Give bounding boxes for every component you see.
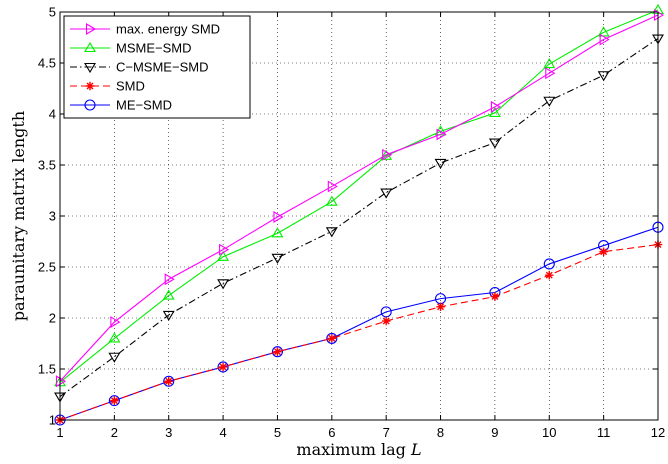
data-point (273, 347, 282, 356)
data-point (436, 302, 445, 312)
data-point (599, 247, 608, 256)
data-point (55, 375, 67, 388)
legend-label: max. energy SMD (116, 22, 220, 37)
series-group (54, 3, 665, 426)
x-tick-label: 1 (56, 425, 63, 440)
data-point (271, 227, 284, 238)
data-point (108, 395, 120, 407)
x-tick-label: 3 (165, 425, 172, 440)
legend-label: SMD (116, 79, 145, 94)
data-point (162, 289, 175, 300)
x-axis-label-text: maximum lag (296, 440, 411, 459)
legend-swatch-marker (85, 23, 97, 35)
data-point (110, 396, 119, 405)
x-tick-label: 4 (219, 425, 226, 440)
data-point (488, 106, 501, 118)
data-point (545, 67, 556, 80)
data-point (543, 57, 556, 69)
data-point (325, 227, 338, 238)
legend-entry: max. energy SMD (70, 22, 220, 37)
y-axis-label: paraunitary matrix length (9, 111, 28, 321)
y-tick-label: 5 (49, 5, 56, 20)
data-point (271, 253, 284, 264)
data-point (543, 258, 555, 270)
series-max-energy-smd (55, 9, 665, 388)
series-line (59, 38, 659, 397)
legend-entry: MSME−SMD (70, 41, 191, 56)
x-tick-label: 6 (328, 425, 335, 440)
series-me-smd (54, 221, 664, 426)
legend-entry: ME−SMD (70, 98, 172, 113)
legend-swatch-marker (84, 41, 96, 53)
data-point (325, 195, 338, 206)
data-point (108, 332, 121, 343)
x-axis-label-variable: L (410, 440, 422, 459)
data-point (380, 188, 393, 199)
legend-entry: C−MSME−SMD (70, 60, 208, 75)
y-tick-label: 1 (49, 413, 56, 428)
data-point (271, 346, 284, 358)
data-point (380, 149, 393, 160)
legend-entry: SMD (70, 79, 145, 94)
data-point (381, 316, 391, 326)
y-tick-label: 3.5 (38, 158, 56, 173)
data-point (327, 334, 337, 343)
x-tick-label: 9 (491, 425, 498, 440)
data-point (218, 362, 228, 372)
data-point (545, 270, 554, 280)
legend-swatch-marker (84, 62, 96, 74)
series-line (59, 9, 659, 383)
x-tick-label: 7 (383, 425, 390, 440)
data-point (164, 273, 175, 286)
series-line (59, 244, 659, 421)
data-point (326, 332, 338, 344)
data-point (162, 310, 175, 322)
x-tick-label: 5 (274, 425, 281, 440)
series-line (59, 226, 659, 421)
y-tick-label: 2.5 (38, 260, 56, 275)
data-point (490, 292, 500, 301)
data-point (108, 352, 121, 363)
y-tick-label: 3 (49, 209, 56, 224)
legend-label: C−MSME−SMD (116, 60, 208, 75)
x-tick-label: 2 (111, 425, 118, 440)
data-point (597, 26, 610, 37)
data-point (543, 96, 556, 107)
data-point (163, 375, 175, 387)
data-point (217, 361, 229, 373)
legend: max. energy SMD MSME−SMD C−MSME−SMD SMD ME−S… (63, 15, 251, 119)
series-line (59, 14, 659, 382)
data-point (490, 100, 501, 113)
y-tick-label: 4.5 (38, 56, 56, 71)
data-point (599, 33, 610, 46)
y-tick-label: 1.5 (38, 362, 56, 377)
data-point (219, 243, 230, 256)
legend-swatch-marker (84, 99, 96, 111)
data-point (217, 279, 230, 290)
data-point (434, 158, 447, 170)
x-axis-label: maximum lag L (296, 440, 421, 459)
data-point (110, 316, 121, 329)
x-tick-label: 8 (437, 425, 444, 440)
legend-swatch-marker (85, 81, 95, 91)
data-point (327, 180, 338, 193)
data-point (217, 250, 230, 261)
data-point (597, 71, 610, 82)
data-point (488, 138, 501, 149)
y-tick-label: 2 (49, 311, 56, 326)
x-tick-label: 12 (651, 425, 665, 440)
data-point (653, 9, 665, 22)
data-point (164, 376, 173, 386)
legend-label: MSME−SMD (116, 41, 191, 56)
data-point (382, 148, 393, 161)
x-tick-label: 10 (542, 425, 556, 440)
data-point (436, 128, 447, 141)
y-tick-label: 4 (49, 107, 56, 122)
legend-label: ME−SMD (116, 98, 172, 113)
data-point (273, 211, 284, 223)
x-tick-label: 11 (597, 425, 611, 440)
